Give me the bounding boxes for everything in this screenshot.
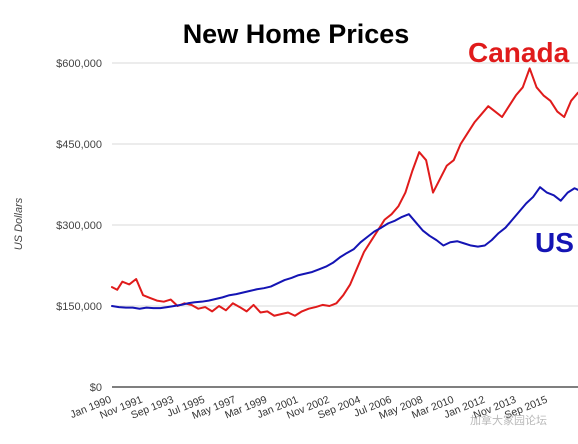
- y-axis-label: US Dollars: [13, 197, 25, 250]
- grid-layer: [112, 62, 578, 388]
- series-layer: [111, 67, 578, 317]
- y-tick-label: $450,000: [56, 139, 102, 151]
- y-tick-label: $0: [90, 382, 102, 394]
- y-tick-labels: $0 $150,000 $300,000 $450,000 $600,000: [56, 58, 102, 394]
- us-series-label: US: [535, 227, 574, 258]
- y-tick-label: $300,000: [56, 220, 102, 232]
- y-tick-label: $150,000: [56, 301, 102, 313]
- chart-title: New Home Prices: [183, 19, 410, 49]
- watermark-text: 加拿大家园论坛: [470, 413, 547, 427]
- us-series-line: [111, 186, 578, 310]
- canada-series-label: Canada: [468, 37, 570, 68]
- y-tick-label: $600,000: [56, 58, 102, 70]
- canada-series-line: [111, 67, 578, 317]
